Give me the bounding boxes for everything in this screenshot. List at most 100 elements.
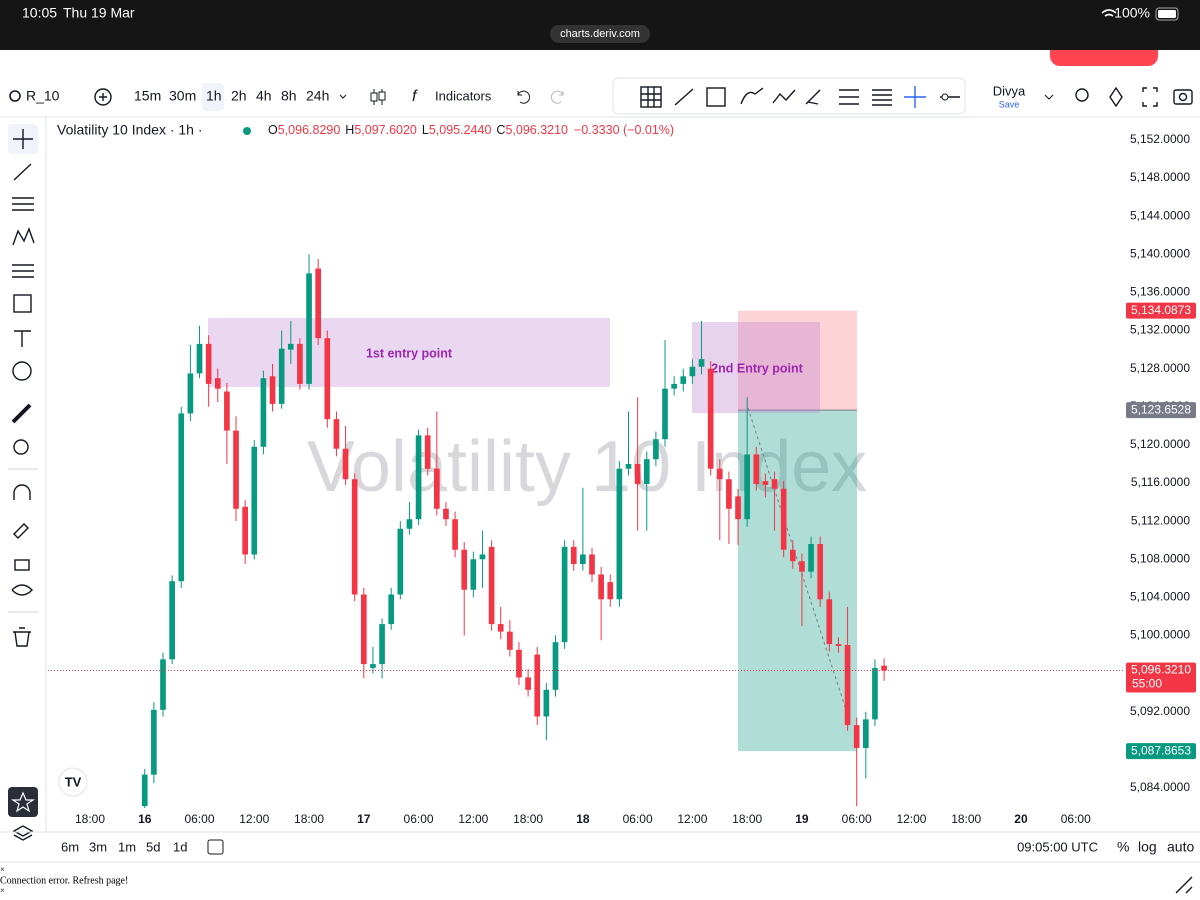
range-button[interactable]: 6m <box>61 839 79 854</box>
interval[interactable]: 30m <box>169 88 196 104</box>
url-pill[interactable] <box>550 25 650 43</box>
close-mark[interactable]: × <box>0 886 5 895</box>
visibility-tool[interactable] <box>11 584 33 596</box>
candle-body <box>589 554 595 575</box>
shape-tool[interactable] <box>13 294 32 313</box>
candle-body <box>625 463 632 469</box>
close-mark[interactable]: × <box>0 865 5 874</box>
y-tick-label: 5,148.0000 <box>1130 170 1190 184</box>
interval[interactable]: 2h <box>231 88 247 104</box>
favorites-button[interactable] <box>8 787 38 817</box>
fib-tool[interactable] <box>12 197 34 211</box>
x-tick-label: 18:00 <box>513 812 543 826</box>
fib-tool[interactable] <box>839 89 859 105</box>
y-tick-label: 5,104.0000 <box>1130 590 1190 604</box>
brush-tool[interactable] <box>740 87 764 105</box>
layers-button[interactable] <box>12 825 34 841</box>
measure-tool[interactable] <box>11 403 32 424</box>
candle-body <box>287 343 294 350</box>
candle-body <box>297 343 303 384</box>
trend-tool[interactable] <box>13 163 32 181</box>
price-label: 5,134.0873 <box>1131 303 1191 317</box>
compare-button[interactable] <box>94 88 112 106</box>
snapshot-button[interactable] <box>1173 89 1193 105</box>
range-button[interactable]: 1m <box>118 839 136 854</box>
symbol[interactable]: R_10 <box>26 88 60 104</box>
levels-tool[interactable] <box>872 89 892 106</box>
candle-body <box>178 413 185 582</box>
x-tick-label: 16 <box>138 812 152 826</box>
path-tool[interactable] <box>772 89 796 104</box>
candle-body <box>881 665 887 671</box>
y-tick-label: 5,128.0000 <box>1130 361 1190 375</box>
interval[interactable]: 15m <box>134 88 161 104</box>
grid-tool[interactable] <box>640 86 662 108</box>
pattern-tool[interactable] <box>12 227 35 246</box>
undo-button[interactable] <box>517 90 531 104</box>
price-label: 5,087.8653 <box>1131 743 1191 757</box>
goto-date-button[interactable] <box>207 839 224 855</box>
ohlc-key: H <box>345 123 354 137</box>
rect-tool[interactable] <box>706 87 726 107</box>
cross-tool[interactable] <box>13 129 33 149</box>
range-button[interactable]: 3m <box>89 839 107 854</box>
candle-body <box>707 368 714 469</box>
candle-body <box>762 481 769 485</box>
range-buttons: 6m 3m 1m 5d 1d <box>61 839 187 854</box>
fullscreen-button[interactable] <box>1142 87 1158 107</box>
percent-toggle[interactable]: % <box>1117 839 1129 855</box>
save-button[interactable]: Save <box>999 99 1020 109</box>
quick-search[interactable] <box>1075 88 1089 102</box>
range-button[interactable]: 5d <box>146 839 160 854</box>
x-tick-label: 12:00 <box>458 812 488 826</box>
interval[interactable]: 1h <box>206 88 222 104</box>
crosshair-tool[interactable] <box>904 86 926 108</box>
auto-toggle[interactable]: auto <box>1167 839 1194 855</box>
forecast-tool[interactable] <box>12 264 34 278</box>
line-tool[interactable] <box>674 88 694 106</box>
candle-body <box>534 654 541 717</box>
candle-body <box>698 359 705 367</box>
y-tick-label: 5,136.0000 <box>1130 285 1190 299</box>
x-tick-label: 18:00 <box>951 812 981 826</box>
trend-line <box>747 407 851 723</box>
candle-body <box>607 582 614 600</box>
x-tick-label: 18:00 <box>75 812 105 826</box>
battery-icon <box>1155 7 1179 21</box>
indicators-icon: f <box>412 88 418 105</box>
candle-body <box>370 664 376 668</box>
candle-body <box>342 448 349 480</box>
lock-draw-tool[interactable] <box>13 523 29 539</box>
x-tick-label: 18 <box>576 812 590 826</box>
interval[interactable]: 24h <box>306 88 329 104</box>
interval[interactable]: 4h <box>256 88 272 104</box>
layout-menu[interactable] <box>1044 94 1054 100</box>
paint-tool[interactable] <box>805 89 821 105</box>
candle-body <box>680 376 687 384</box>
text-tool[interactable] <box>14 330 31 347</box>
candle-body <box>242 506 248 555</box>
indicators-button[interactable]: Indicators <box>435 88 492 103</box>
log-toggle[interactable]: log <box>1138 839 1157 855</box>
magnet-tool[interactable] <box>13 484 31 500</box>
emoji-tool[interactable] <box>12 361 32 381</box>
redo-button[interactable] <box>550 90 564 104</box>
zoom-tool[interactable] <box>13 439 29 455</box>
plus-icon <box>99 93 107 101</box>
entry-zone <box>208 318 610 387</box>
candle-body <box>771 479 778 489</box>
candle-body <box>634 463 641 484</box>
interval[interactable]: 8h <box>281 88 297 104</box>
x-tick-label: 18:00 <box>294 812 324 826</box>
lock-tool[interactable] <box>14 559 30 571</box>
delete-tool[interactable] <box>13 627 31 647</box>
chevron[interactable] <box>339 94 347 99</box>
price-label: 5,123.6528 <box>1131 402 1191 416</box>
candle-body <box>835 644 842 646</box>
layout-name[interactable]: Divya <box>993 83 1026 98</box>
settings-button[interactable] <box>1109 86 1123 108</box>
range-button[interactable]: 1d <box>173 839 187 854</box>
x-tick-label: 06:00 <box>1061 812 1091 826</box>
drawing-tools <box>640 86 892 108</box>
candle-body <box>735 496 741 520</box>
